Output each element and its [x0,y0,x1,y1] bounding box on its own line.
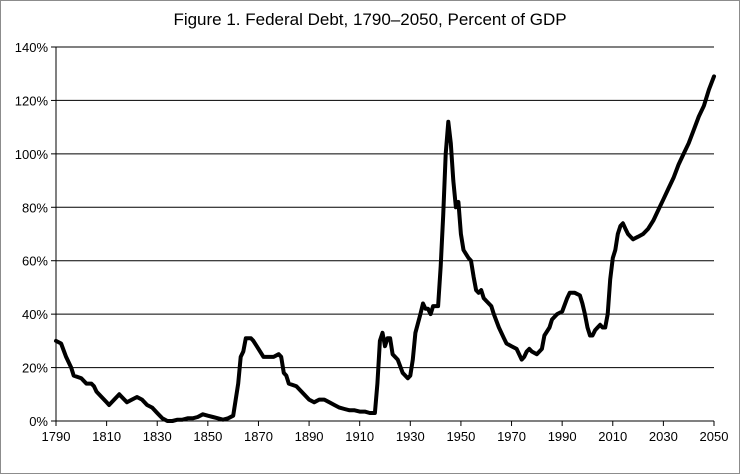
y-tick-label-1: 20% [22,361,48,376]
y-tick-label-4: 80% [22,200,48,215]
y-tick-label-3: 60% [22,254,48,269]
y-tick-label-0: 0% [29,414,48,429]
x-tick-label-6: 1910 [345,429,374,444]
y-tick-label-2: 40% [22,307,48,322]
x-tick-label-3: 1850 [193,429,222,444]
chart-title: Figure 1. Federal Debt, 1790–2050, Perce… [173,10,566,29]
x-tick-label-9: 1970 [497,429,526,444]
gridlines [56,46,714,369]
x-tick-label-0: 1790 [42,429,71,444]
series-group [54,74,716,423]
x-tick-label-13: 2050 [700,429,729,444]
x-tick-label-12: 2030 [649,429,678,444]
y-tick-label-7: 140% [15,40,49,55]
x-tick-label-2: 1830 [143,429,172,444]
x-tick-label-1: 1810 [92,429,121,444]
x-tick-label-7: 1930 [396,429,425,444]
x-tick-label-4: 1870 [244,429,273,444]
x-tick-label-8: 1950 [446,429,475,444]
y-tick-label-5: 100% [15,147,49,162]
y-axis-ticks: 0% 20% 40% 60% 80% 100% 120% 140% [15,40,56,429]
y-tick-label-6: 120% [15,93,49,108]
x-axis-ticks: 1790 1810 1830 1850 1870 1890 1910 1930 1950 1970… [42,421,729,444]
x-tick-label-11: 2010 [598,429,627,444]
x-tick-label-10: 1990 [548,429,577,444]
series-line-0 [54,74,716,423]
x-tick-label-5: 1890 [295,429,324,444]
